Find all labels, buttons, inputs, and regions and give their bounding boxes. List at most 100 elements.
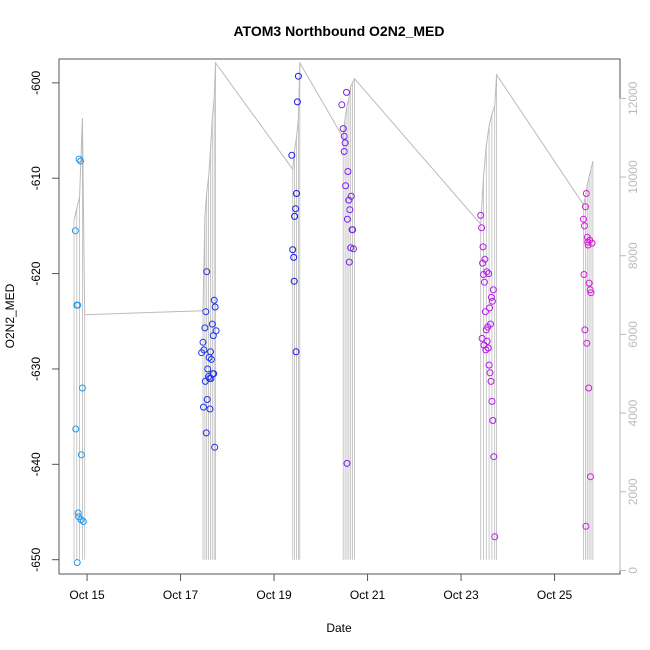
data-point — [487, 320, 494, 328]
secondary-y-axis: 0 2000 4000 6000 8000 10000 12000 — [619, 81, 640, 574]
data-point — [478, 334, 486, 342]
data-point — [207, 355, 215, 363]
x-tick-label: Oct 17 — [163, 588, 199, 602]
data-point — [345, 258, 353, 266]
data-point — [478, 224, 486, 232]
data-point — [343, 215, 351, 223]
data-point — [580, 271, 588, 278]
data-point — [289, 246, 297, 254]
y-tick-label: -600 — [29, 71, 43, 95]
data-point — [582, 190, 590, 197]
data-point — [491, 533, 499, 541]
x-tick-label: Oct 25 — [537, 588, 573, 602]
data-point — [77, 157, 84, 165]
data-point — [339, 125, 347, 133]
y-tick-label: -650 — [29, 547, 43, 571]
data-point — [487, 293, 495, 301]
data-point — [293, 98, 301, 106]
data-point — [204, 365, 212, 373]
data-point — [74, 301, 82, 309]
data-point — [581, 222, 588, 230]
data-point — [338, 101, 346, 109]
data-point — [582, 522, 590, 530]
data-point — [78, 384, 86, 392]
data-point — [488, 397, 496, 405]
y-tick-label: -610 — [29, 166, 43, 190]
data-point — [200, 403, 207, 411]
data-point — [347, 244, 355, 252]
data-point — [586, 286, 594, 294]
y-tick-label: -620 — [29, 261, 43, 285]
data-point — [480, 341, 488, 349]
data-point — [481, 255, 489, 263]
x-tick-label: Oct 15 — [69, 588, 105, 602]
data-point — [202, 308, 210, 316]
data-point — [488, 297, 496, 305]
data-point — [292, 205, 300, 213]
data-point — [341, 139, 349, 147]
x-tick-label: Oct 23 — [443, 588, 479, 602]
x-tick-label: Oct 19 — [256, 588, 292, 602]
data-point — [199, 338, 207, 346]
data-point — [479, 243, 487, 251]
y2-tick-label: 6000 — [626, 321, 640, 348]
data-point — [581, 326, 589, 334]
data-point — [293, 190, 300, 197]
data-point — [486, 369, 494, 377]
data-point — [77, 451, 85, 459]
data-point — [346, 206, 354, 214]
y-axis-label: O2N2_MED — [3, 283, 17, 348]
data-point — [201, 324, 209, 332]
data-point — [348, 226, 356, 234]
scatter-points — [71, 72, 596, 567]
data-point — [343, 459, 351, 467]
plot-frame — [58, 58, 621, 575]
data-point — [292, 348, 300, 356]
data-point — [486, 304, 494, 312]
data-point — [487, 377, 495, 385]
y-tick-label: -630 — [29, 357, 43, 381]
data-point — [489, 286, 497, 294]
data-point — [75, 155, 83, 163]
data-point — [585, 279, 593, 287]
data-point — [288, 151, 296, 159]
data-point — [580, 215, 587, 223]
x-tick-label: Oct 21 — [350, 588, 386, 602]
data-point — [74, 509, 82, 517]
data-point — [294, 72, 302, 80]
data-point — [481, 308, 489, 316]
data-point — [290, 253, 298, 261]
y2-tick-label: 4000 — [626, 399, 640, 426]
data-point — [71, 227, 79, 235]
y2-tick-label: 8000 — [626, 242, 640, 269]
data-point — [479, 259, 487, 267]
secondary-line-series — [73, 61, 594, 560]
data-point — [211, 443, 219, 451]
y2-tick-label: 2000 — [626, 478, 640, 505]
data-point — [344, 168, 352, 175]
data-point — [202, 429, 210, 437]
y2-tick-label: 10000 — [626, 160, 640, 194]
data-point — [212, 327, 220, 335]
y-tick-label: -640 — [29, 452, 43, 476]
data-point — [584, 241, 592, 249]
y-axis: -650 -640 -630 -620 -610 -600 — [29, 71, 60, 572]
data-point — [210, 296, 218, 304]
data-point — [291, 212, 299, 220]
data-point — [585, 384, 593, 392]
data-point — [201, 377, 209, 385]
data-point — [340, 132, 348, 140]
data-point — [345, 196, 353, 204]
data-point — [342, 182, 350, 190]
data-point — [200, 346, 208, 354]
data-point — [584, 238, 592, 246]
data-point — [482, 346, 490, 354]
data-point — [73, 559, 81, 567]
line-series-path — [73, 61, 594, 316]
data-point — [72, 425, 80, 433]
data-point — [490, 453, 498, 461]
data-point — [485, 270, 493, 278]
data-point — [489, 417, 497, 424]
data-point — [343, 88, 350, 96]
